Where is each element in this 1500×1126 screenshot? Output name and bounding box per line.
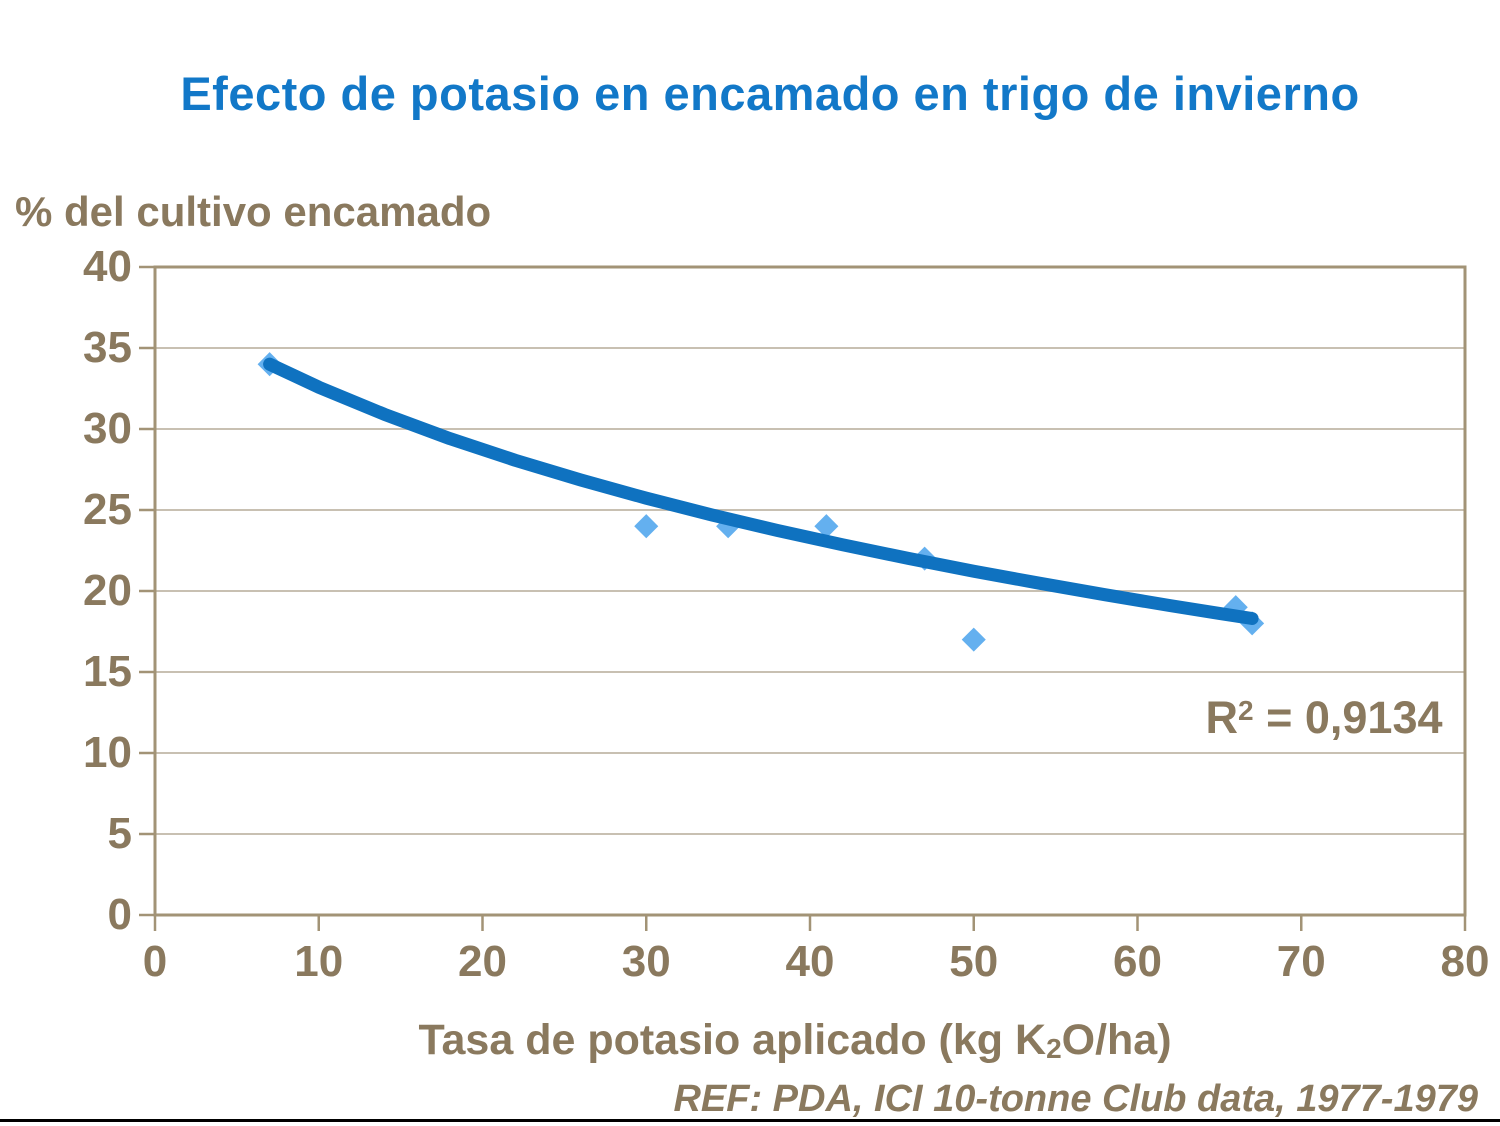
x-axis-title: Tasa de potasio aplicado (kg K2O/ha) [95,1016,1495,1065]
x-tick-label: 20 [458,937,507,986]
x-tick-label: 70 [1276,937,1326,986]
y-tick-label: 40 [83,242,132,291]
data-point-diamond [634,514,659,539]
x-tick-label: 80 [1440,937,1490,986]
y-axis-title: % del cultivo encamado [15,188,492,235]
x-tick-label: 40 [785,937,835,986]
x-axis-title-subscript: 2 [1046,1033,1062,1064]
y-tick-label: 35 [83,323,132,372]
r-squared-base: R [1205,692,1239,743]
x-tick-label: 60 [1113,937,1162,986]
x-tick-label: 0 [142,937,168,986]
x-axis-title-prefix: Tasa de potasio aplicado (kg K [418,1016,1047,1064]
x-tick-label: 30 [621,937,671,986]
y-tick-label: 5 [107,809,132,858]
r-squared-label: R2 = 0,9134 [1178,692,1470,744]
x-tick-label: 50 [949,937,999,986]
y-tick-label: 10 [83,728,132,777]
chart-title: Efecto de potasio en encamado en trigo d… [180,67,1360,120]
y-tick-label: 25 [83,485,132,534]
reference-note: REF: PDA, ICI 10-tonne Club data, 1977-1… [673,1078,1478,1120]
r-squared-value: = 0,9134 [1253,692,1443,743]
y-tick-label: 15 [83,647,132,696]
footer-divider-line [0,1119,1500,1122]
x-tick-label: 10 [294,937,344,986]
y-tick-label: 0 [107,890,132,939]
y-tick-label: 20 [83,566,132,615]
y-tick-label: 30 [83,404,132,453]
x-axis-title-suffix: O/ha) [1061,1016,1172,1064]
trend-line [263,357,1259,625]
data-point-diamond [961,627,986,652]
r-squared-exponent: 2 [1238,695,1254,726]
